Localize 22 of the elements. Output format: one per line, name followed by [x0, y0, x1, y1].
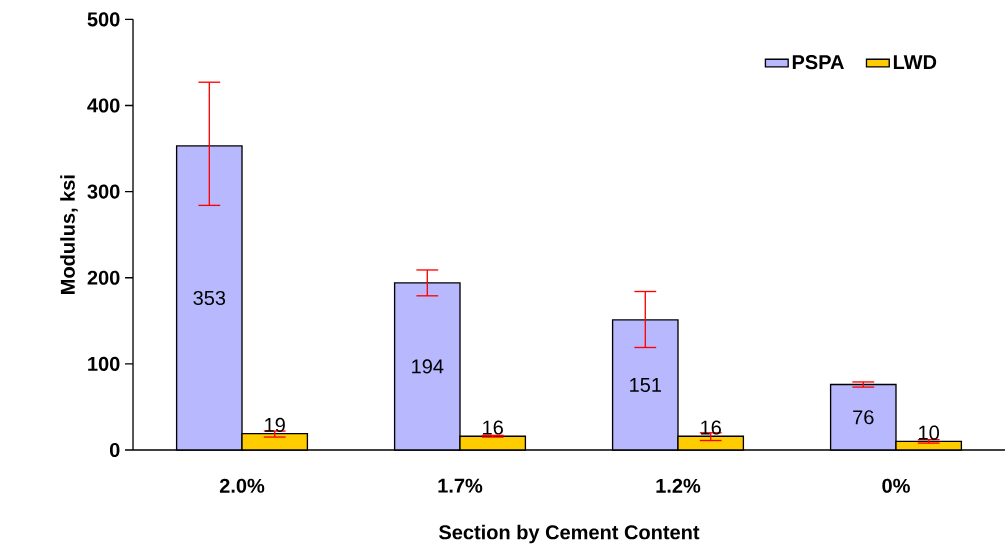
x-tick-label: 1.2% [656, 478, 701, 493]
y-axis-title: Modulus, ksi [60, 175, 78, 294]
x-tick-label: 1.7% [438, 478, 483, 493]
legend-label: PSPA [792, 55, 844, 70]
x-tick-label: 0% [882, 478, 910, 493]
y-tick-label: 0 [109, 442, 120, 458]
legend-label: LWD [893, 55, 937, 69]
data-label: 353 [193, 290, 226, 306]
y-tick-label: 400 [87, 98, 120, 113]
data-label: 10 [919, 425, 940, 440]
data-label: 19 [265, 417, 285, 433]
data-label: 194 [412, 359, 444, 374]
data-label: 16 [701, 420, 721, 435]
data-label: 76 [853, 410, 874, 425]
y-tick-label: 100 [88, 356, 120, 371]
data-label: 151 [630, 377, 661, 392]
x-axis-title: Section by Cement Content [439, 524, 700, 544]
x-tick-label: 2.0% [219, 478, 265, 493]
data-label: 16 [483, 420, 503, 435]
y-tick-label: 200 [87, 270, 120, 285]
y-tick-label: 500 [87, 12, 120, 27]
y-tick-label: 300 [87, 184, 120, 199]
